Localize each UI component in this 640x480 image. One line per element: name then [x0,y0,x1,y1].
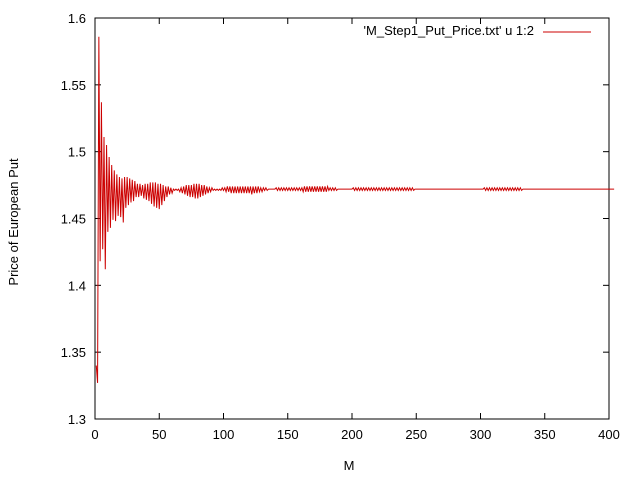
x-tick-label: 300 [470,427,492,442]
x-tick-label: 50 [152,427,166,442]
y-tick-label: 1.45 [61,212,86,227]
plot-frame [94,17,610,420]
y-tick-label: 1.35 [61,345,86,360]
y-tick-label: 1.6 [68,11,86,26]
x-tick-label: 350 [534,427,556,442]
y-tick-label: 1.5 [68,145,86,160]
y-tick-label: 1.3 [68,412,86,427]
x-axis-label: M [344,458,355,473]
axis-ticks [94,17,610,420]
y-tick-label: 1.4 [68,278,86,293]
series-layer [95,36,615,383]
legend: 'M_Step1_Put_Price.txt' u 1:2 [364,23,591,38]
x-tick-label: 400 [598,427,620,442]
legend-label: 'M_Step1_Put_Price.txt' u 1:2 [364,23,534,38]
series-line [95,36,615,383]
x-tick-label: 250 [405,427,427,442]
x-tick-label: 100 [213,427,235,442]
x-tick-label: 0 [91,427,98,442]
x-tick-label: 200 [341,427,363,442]
y-tick-label: 1.55 [61,78,86,93]
x-tick-label: 150 [277,427,299,442]
axis-tick-labels: 0 50 100 150 200 250 300 350 400 1.3 1.35 1.4 1.45 1.… [61,11,620,442]
y-axis-label: Price of European Put [6,158,21,286]
